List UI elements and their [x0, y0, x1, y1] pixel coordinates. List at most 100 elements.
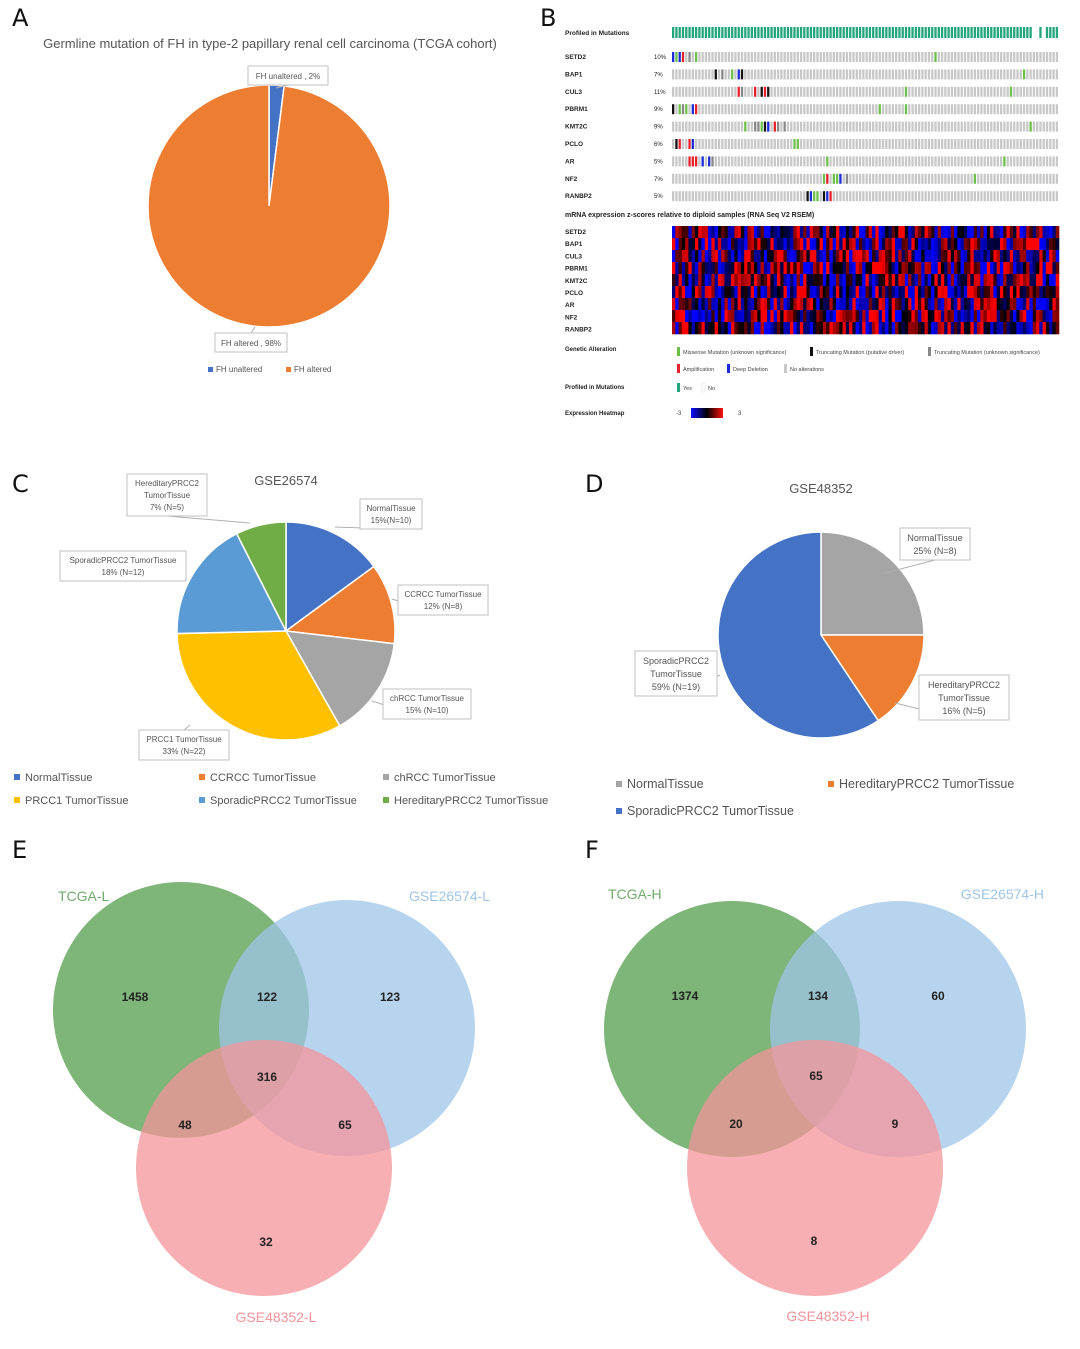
heatmap-gene-label-cul3: CUL3: [565, 253, 582, 260]
heatmap-gene-label-pbrm1: PBRM1: [565, 266, 588, 273]
legend-entry-3: chRCC TumorTissue: [394, 772, 496, 784]
venn-set-label-a: TCGA-H: [608, 886, 662, 902]
venn-circle-c: [136, 1040, 392, 1296]
venn-count-ac: 20: [729, 1117, 743, 1131]
pie-chart-c: GSE26574 NormalTissue 15%(N=10) CCRCC Tumor…: [14, 473, 548, 807]
gene-label-kmt2c: KMT2C: [565, 124, 588, 131]
chart-title: GSE48352: [789, 481, 853, 496]
venn-set-label-a: TCGA-L: [58, 888, 110, 904]
pie-slice-4: [176, 630, 341, 741]
gene-label-cul3: CUL3: [565, 89, 582, 96]
heatmap-gene-label-nf2: NF2: [565, 314, 578, 321]
data-label-2-text-2: TumorTissue: [938, 693, 990, 703]
heatmap-gene-label-bap1: BAP1: [565, 241, 583, 248]
legend-profiled-label-2: No: [708, 386, 715, 392]
data-label-4-text-1: PRCC1 TumorTissue: [146, 735, 222, 744]
gene-label-bap1: BAP1: [565, 71, 583, 78]
data-label-1-box: [899, 527, 971, 561]
legend-swatch-2: [828, 781, 834, 787]
legend-genetic-swatch-5: [727, 364, 730, 373]
panel-label-b: B: [540, 4, 557, 32]
data-label-2-box: [397, 584, 489, 616]
heatmap-min-label: -3: [676, 411, 682, 417]
legend-swatch-6: [383, 797, 389, 803]
legend-swatch-3: [383, 774, 389, 780]
data-label-2-leader: [250, 326, 256, 334]
venn-count-ab: 134: [808, 989, 828, 1003]
data-label-2-text-1: CCRCC TumorTissue: [404, 590, 482, 599]
legend-swatch-2: [199, 774, 205, 780]
legend-entry-1: NormalTissue: [627, 777, 704, 791]
pie-slice-3: [284, 630, 396, 727]
pie-slice-2: [819, 634, 925, 722]
venn-diagram-e: TCGA-L GSE26574-L GSE48352-L 1458 122 123 316 4…: [53, 882, 490, 1325]
legend-genetic-swatch-3: [928, 347, 931, 356]
gene-percent-pbrm1: 9%: [654, 107, 663, 113]
venn-count-c: 32: [259, 1235, 273, 1249]
panel-label-e: E: [12, 836, 28, 864]
venn-set-label-b: GSE26574-L: [409, 888, 490, 904]
venn-count-ab: 122: [257, 990, 277, 1004]
data-label-3-box: [382, 688, 472, 720]
panel-label-c: C: [12, 470, 29, 498]
data-label-4-text-2: 33% (N=22): [163, 747, 206, 756]
legend-swatch-1: [616, 781, 622, 787]
gene-label-pbrm1: PBRM1: [565, 106, 588, 113]
gene-label-nf2: NF2: [565, 176, 578, 183]
pie-slice-2: [284, 565, 396, 645]
venn-set-label-c: GSE48352-L: [236, 1309, 317, 1325]
legend-genetic-label-4: Amplification: [683, 367, 714, 373]
data-label-3-text-1: SporadicPRCC2: [643, 656, 709, 666]
data-label-1-text-2: 25% (N=8): [913, 546, 956, 556]
venn-count-a: 1458: [122, 990, 149, 1004]
gene-percent-kmt2c: 9%: [654, 125, 663, 131]
pie-slice-1: [285, 521, 375, 633]
data-label-3-text-1: chRCC TumorTissue: [390, 694, 464, 703]
data-label-3-text-3: 59% (N=19): [652, 682, 700, 692]
gene-label-setd2: SETD2: [565, 54, 586, 61]
legend-entry-6: HereditaryPRCC2 TumorTissue: [394, 795, 548, 807]
gene-percent-ranbp2: 5%: [654, 194, 663, 200]
legend-genetic-swatch-6: [784, 364, 787, 373]
legend-profiled-swatch-1: [677, 383, 680, 392]
venn-count-c: 8: [811, 1234, 818, 1248]
legend-swatch-1: [14, 774, 20, 780]
legend-genetic-label-5: Deep Deletion: [733, 367, 768, 373]
data-label-3-text-2: TumorTissue: [650, 669, 702, 679]
legend-genetic-title: Genetic Alteration: [565, 347, 617, 353]
legend-heatmap-title: Expression Heatmap: [565, 411, 625, 417]
data-label-6-box: [126, 473, 208, 517]
data-label-2-text-2: 12% (N=8): [424, 602, 463, 611]
venn-set-label-b: GSE26574-H: [961, 886, 1044, 902]
panel-label-a: A: [12, 4, 29, 32]
data-label-1-text-1: NormalTissue: [907, 533, 962, 543]
pie-chart-a: Germline mutation of FH in type-2 papill…: [43, 36, 497, 374]
heatmap-color-scale: [691, 408, 723, 418]
venn-count-bc: 65: [338, 1118, 352, 1132]
legend-swatch-1: [208, 367, 213, 372]
legend-entry-2: FH altered: [294, 365, 331, 374]
legend-swatch-2: [286, 367, 291, 372]
data-label-1-box: [247, 65, 329, 86]
data-label-1-box: [359, 498, 423, 530]
gene-percent-pclo: 6%: [654, 142, 663, 148]
mrna-title: mRNA expression z-scores relative to dip…: [565, 212, 814, 219]
pie-slice-6: [235, 521, 287, 632]
pie-slice-3: [717, 531, 880, 739]
heatmap-max-label: 3: [738, 411, 742, 417]
data-label-2-text-1: HereditaryPRCC2: [928, 680, 1000, 690]
data-label-6-leader: [166, 515, 251, 524]
venn-count-abc: 65: [809, 1069, 823, 1083]
legend-genetic-label-6: No alterations: [790, 367, 824, 373]
legend-genetic-label-2: Truncating Mutation (putative driver): [816, 350, 904, 356]
data-label-3-text-2: 15% (N=10): [406, 706, 449, 715]
legend-entry-5: SporadicPRCC2 TumorTissue: [210, 795, 357, 807]
data-label-1-text-2: 15%(N=10): [371, 516, 412, 525]
data-label-4-leader: [183, 724, 191, 731]
data-label-1-text-1: NormalTissue: [366, 504, 416, 513]
legend-entry-2: HereditaryPRCC2 TumorTissue: [839, 777, 1014, 791]
data-label-2-text-1: FH altered , 98%: [221, 339, 281, 348]
pie-slice-2: [147, 84, 391, 328]
venn-count-b: 123: [380, 990, 400, 1004]
legend-profiled-title: Profiled in Mutations: [565, 385, 625, 391]
